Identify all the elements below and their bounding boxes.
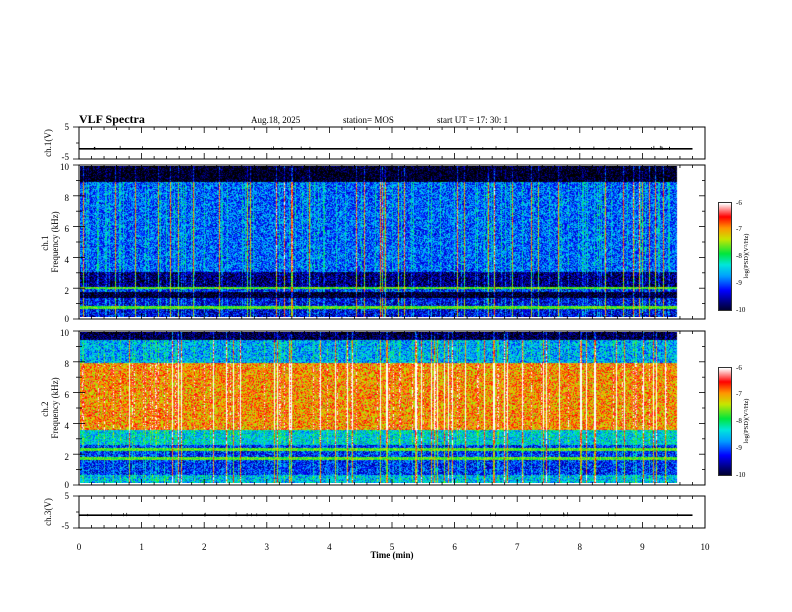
ch1-ytick-top: 5 bbox=[65, 122, 70, 132]
xtick-label-9: 9 bbox=[640, 542, 645, 552]
ch1-colorbar-image bbox=[719, 203, 731, 310]
waveforms bbox=[79, 145, 693, 517]
ch2-spectrogram-ylabel-channel: ch.2 bbox=[40, 402, 50, 417]
chart-title: VLF Spectra bbox=[79, 112, 145, 126]
ch1-cbar-tick-m10: -10 bbox=[736, 306, 746, 314]
start-time-label: start UT = 17: 30: 1 bbox=[437, 115, 508, 125]
xtick-label-7: 7 bbox=[515, 542, 520, 552]
ch2-cbar-tick-m9: -9 bbox=[736, 444, 742, 452]
ch2-cbar-tick-m10: -10 bbox=[736, 471, 746, 479]
ch1-spec-ytick-6: 6 bbox=[65, 224, 70, 234]
ch1-spec-ytick-0: 0 bbox=[65, 314, 70, 324]
x-axis-title: Time (min) bbox=[370, 550, 413, 560]
ch2-colorbar-frame bbox=[718, 367, 732, 476]
ch2-colorbar-image bbox=[719, 368, 731, 475]
ch2-spec-ytick-10: 10 bbox=[60, 328, 70, 338]
ch1-cbar-tick-m6: -6 bbox=[736, 199, 742, 207]
axis-ticks bbox=[73, 126, 706, 529]
ch1-spectrogram-frame bbox=[78, 164, 706, 320]
ch2-spec-ytick-6: 6 bbox=[65, 390, 70, 400]
ch3-ytick-bottom: -5 bbox=[62, 521, 70, 531]
ch1-cbar-tick-m9: -9 bbox=[736, 279, 742, 287]
ch1-ytick-bottom: -5 bbox=[62, 152, 70, 162]
ch1-spec-ytick-4: 4 bbox=[65, 255, 70, 265]
ch2-spec-ytick-8: 8 bbox=[65, 359, 70, 369]
ch2-spectrogram-image bbox=[80, 332, 689, 483]
station-label: station= MOS bbox=[343, 115, 394, 125]
ch2-spectrogram-ylabel-frequency: Frequency (kHz) bbox=[50, 377, 60, 438]
ch3-waveform-ylabel: ch.3(V) bbox=[43, 498, 53, 526]
ch1-colorbar-label: log(PSD)(V²/Hz) bbox=[743, 234, 750, 279]
xtick-label-8: 8 bbox=[578, 542, 583, 552]
ch2-cbar-tick-m8: -8 bbox=[736, 417, 742, 425]
ch1-spectrogram-image bbox=[80, 166, 689, 317]
ch2-spec-ytick-2: 2 bbox=[65, 452, 70, 462]
xtick-label-5: 5 bbox=[390, 542, 395, 552]
ch1-spec-ytick-2: 2 bbox=[65, 286, 70, 296]
ch2-spec-ytick-4: 4 bbox=[65, 421, 70, 431]
ch2-spectrogram-ylabel: ch.2 Frequency (kHz) bbox=[40, 377, 60, 438]
ch1-cbar-tick-m8: -8 bbox=[736, 252, 742, 260]
xtick-label-3: 3 bbox=[265, 542, 270, 552]
date-label: Aug.18, 2025 bbox=[251, 115, 301, 125]
ch2-spectrogram-frame bbox=[78, 330, 706, 486]
xtick-label-4: 4 bbox=[327, 542, 332, 552]
ch1-spectrogram-ylabel-channel: ch.1 bbox=[40, 236, 50, 251]
ch1-spectrogram-ylabel: ch.1 Frequency (kHz) bbox=[40, 211, 60, 272]
xtick-label-1: 1 bbox=[139, 542, 144, 552]
x-tick-labels: 0 1 2 3 4 5 6 7 8 9 10 bbox=[77, 542, 710, 552]
xtick-label-2: 2 bbox=[202, 542, 207, 552]
ch1-waveform-ylabel: ch.1(V) bbox=[43, 129, 53, 157]
ch2-spec-ytick-0: 0 bbox=[65, 480, 70, 490]
xtick-label-6: 6 bbox=[452, 542, 457, 552]
ch2-colorbar-label: log(PSD)(V²/Hz) bbox=[743, 399, 750, 444]
ch2-cbar-tick-m7: -7 bbox=[736, 390, 742, 398]
ch3-ytick-top: 5 bbox=[65, 491, 70, 501]
xtick-label-0: 0 bbox=[77, 542, 82, 552]
ch1-cbar-tick-m7: -7 bbox=[736, 225, 742, 233]
ch1-spectrogram-ylabel-frequency: Frequency (kHz) bbox=[50, 211, 60, 272]
xtick-label-10: 10 bbox=[701, 542, 711, 552]
ch1-spec-ytick-10: 10 bbox=[60, 162, 70, 172]
ch1-colorbar-frame bbox=[718, 202, 732, 311]
ch2-cbar-tick-m6: -6 bbox=[736, 364, 742, 372]
ch1-spec-ytick-8: 8 bbox=[65, 193, 70, 203]
